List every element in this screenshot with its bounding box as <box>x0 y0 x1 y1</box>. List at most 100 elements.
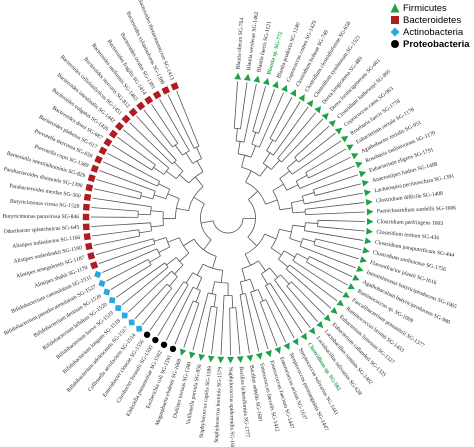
branch <box>259 92 284 148</box>
leaf-label: Butyricimonas paravirosa SG-846 <box>3 214 80 221</box>
branch <box>302 192 315 197</box>
branch <box>95 238 154 255</box>
branch <box>174 144 183 156</box>
branch <box>313 174 359 190</box>
branch <box>304 230 364 241</box>
branch-arc <box>240 293 246 295</box>
branch-arc <box>238 153 252 158</box>
branch <box>286 285 318 322</box>
leaf-marker <box>217 356 225 364</box>
branch-arc <box>313 238 316 246</box>
leaf-marker <box>328 120 336 128</box>
branch-arc <box>272 190 281 210</box>
leaf-marker <box>179 348 187 356</box>
leaf-label: Paeniclostridium sordellii SG-1606 <box>377 205 457 214</box>
branch <box>240 82 248 129</box>
leaf-marker <box>289 89 297 97</box>
leaf-marker <box>82 223 90 231</box>
branch <box>167 237 180 243</box>
leaf-label: Bacillus licheniformis SG-1777 <box>238 366 251 438</box>
branch-arc <box>286 281 292 287</box>
leaf-label: Staphylococcus epidermidis SG-1680 <box>227 367 235 447</box>
leaf-marker <box>169 345 177 353</box>
leaf-marker <box>236 356 244 364</box>
branch <box>283 250 296 258</box>
branch <box>174 300 194 345</box>
branch <box>140 195 154 200</box>
branch <box>165 287 194 341</box>
branch-arc <box>192 300 200 304</box>
branch <box>150 210 164 213</box>
leaf-marker <box>152 336 159 344</box>
branch-arc <box>285 264 290 270</box>
leaf-marker <box>365 198 373 206</box>
legend-label: Proteobacteria <box>403 38 470 50</box>
branch <box>265 299 287 343</box>
leaf-marker <box>136 101 146 111</box>
branch <box>158 183 170 190</box>
branch-arc <box>175 170 184 179</box>
branch-arc <box>241 166 261 177</box>
branch-arc <box>236 140 245 143</box>
branch <box>304 192 363 205</box>
branch <box>286 159 297 169</box>
circle-icon <box>390 39 400 49</box>
branch <box>281 118 324 163</box>
branch-arc <box>139 192 143 199</box>
branch <box>239 294 250 354</box>
branch <box>91 207 139 212</box>
leaf-marker <box>262 77 270 86</box>
legend: Firmicutes Bacteroidetes Actinobacteria … <box>390 2 474 50</box>
leaf-marker <box>346 144 354 151</box>
branch-arc <box>252 131 259 134</box>
branch <box>235 307 241 355</box>
branch-arc <box>183 281 189 285</box>
branch <box>294 125 330 158</box>
branch <box>313 244 359 260</box>
leaf-marker <box>170 82 179 91</box>
leaf-marker <box>334 127 343 135</box>
branch <box>250 145 257 158</box>
leaf-marker <box>128 107 138 117</box>
branch <box>277 112 316 159</box>
branch <box>250 292 269 350</box>
leaf-marker <box>108 296 116 304</box>
branch <box>134 283 168 319</box>
leaf-marker <box>152 90 162 100</box>
branch <box>117 136 156 166</box>
leaf-marker <box>243 73 251 81</box>
leaf-marker <box>90 164 99 173</box>
legend-label: Actinobacteria <box>403 26 464 38</box>
legend-item-proteobacteria: Proteobacteria <box>390 38 474 50</box>
leaf-marker <box>366 227 373 235</box>
branch <box>278 258 289 268</box>
branch <box>317 226 365 232</box>
branch-arc <box>313 189 316 196</box>
branch <box>231 295 234 308</box>
branch-arc <box>193 145 200 149</box>
branch-arc <box>178 237 190 254</box>
leaf-marker <box>144 95 154 105</box>
branch <box>151 104 179 144</box>
leaf-label: Clostridium perfringens 1603 <box>377 218 444 227</box>
tree-branches <box>91 81 365 355</box>
branch-arc <box>156 181 161 187</box>
leaf-marker <box>356 265 364 272</box>
leaf-marker <box>108 129 118 139</box>
leaf-marker <box>359 256 367 263</box>
branch <box>241 155 246 168</box>
triangle-icon <box>390 3 400 13</box>
branch <box>305 222 318 224</box>
branch <box>179 252 190 262</box>
branch-arc <box>295 181 301 189</box>
branch <box>195 176 204 187</box>
branch <box>269 96 293 139</box>
branch-arc <box>265 282 271 287</box>
branch-arc <box>208 292 217 295</box>
leaf-marker <box>292 338 299 346</box>
branch-arc <box>260 299 267 303</box>
branch-arc <box>150 206 152 215</box>
branch <box>185 152 193 164</box>
branch <box>315 183 361 196</box>
